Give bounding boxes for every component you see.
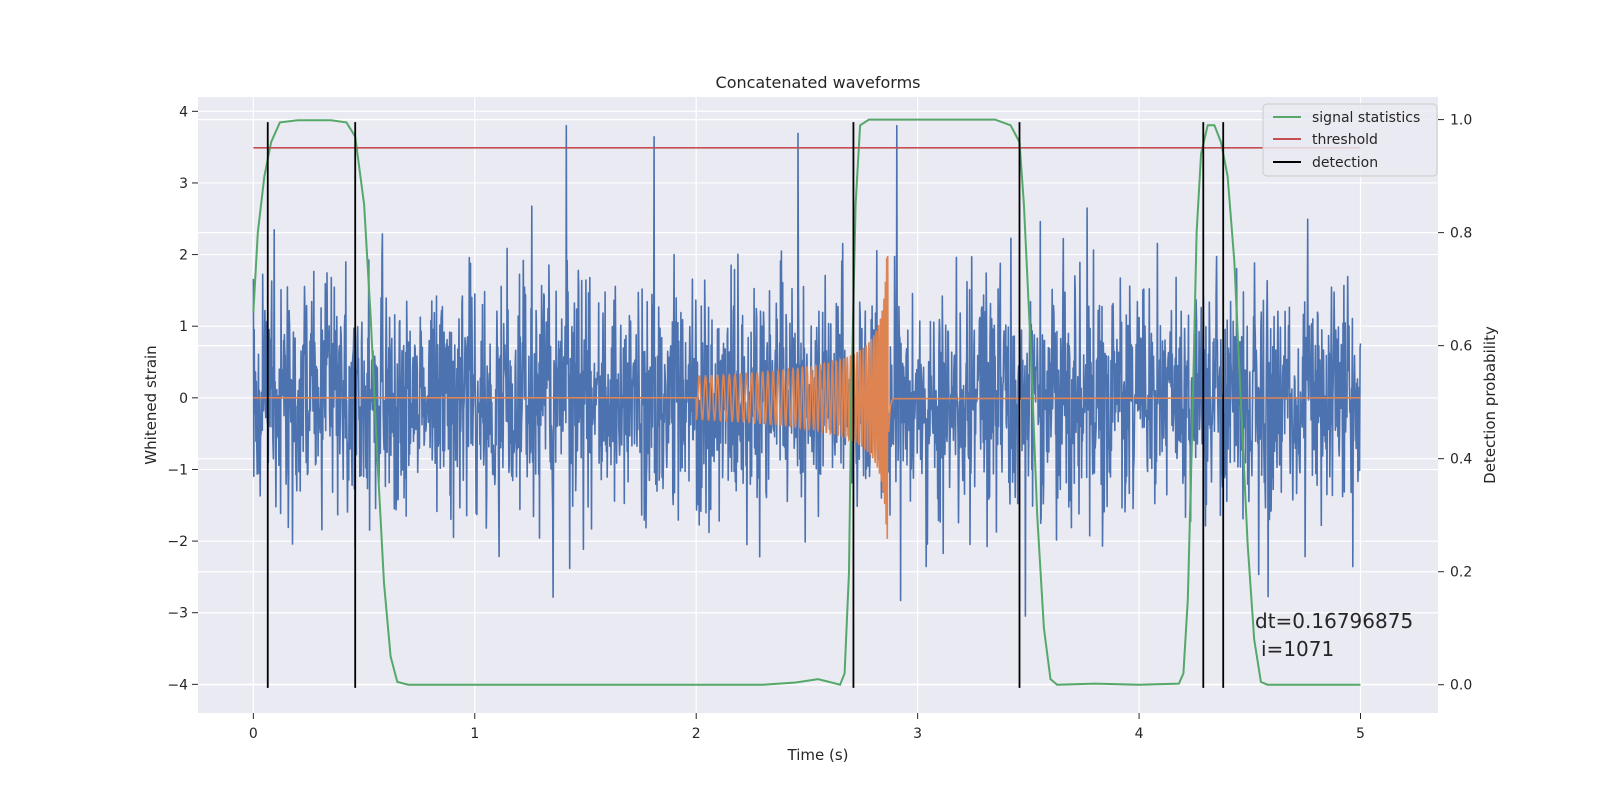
y-tick-label: 0	[179, 391, 188, 407]
chart-title: Concatenated waveforms	[716, 73, 921, 92]
y-tick-label: 2	[179, 248, 188, 264]
legend-box	[1262, 103, 1438, 177]
x-tick-label: 4	[1135, 726, 1144, 742]
y-tick-label: 1	[179, 319, 188, 335]
x-tick-label: 2	[692, 726, 701, 742]
data-layer	[252, 118, 1362, 688]
y2-tick-label: 0.2	[1450, 565, 1472, 581]
legend-label-detection: detection	[1312, 155, 1378, 171]
y-tick-label: 4	[179, 104, 188, 120]
y-axis-label-left: Whitened strain	[142, 345, 160, 464]
y2-tick-label: 0.4	[1450, 452, 1472, 468]
x-axis-label: Time (s)	[787, 746, 849, 764]
y-tick-label: −3	[167, 606, 188, 622]
x-tick-label: 0	[249, 726, 258, 742]
y-tick-label: −4	[167, 677, 188, 693]
y2-tick-label: 0.0	[1450, 678, 1472, 694]
y2-tick-label: 0.8	[1450, 226, 1472, 242]
series-noise-line	[252, 124, 1362, 617]
y2-tick-label: 0.6	[1450, 339, 1472, 355]
y-tick-label: 3	[179, 176, 188, 192]
legend-label-threshold: threshold	[1312, 132, 1378, 148]
series-waveform-line	[253, 255, 1361, 539]
annotation-dt: dt=0.16796875	[1255, 609, 1413, 633]
annotation-i: i=1071	[1261, 637, 1334, 661]
x-tick-label: 5	[1356, 726, 1365, 742]
legend: signal statistics threshold detection	[1262, 103, 1438, 177]
ticks: 0 1 2 3 4 5 −4 −3 −2 −1 0 1 2 3 4 0.0 0.2 0.4 0.6 0.8 1.0	[167, 104, 1472, 742]
legend-label-signal-statistics: signal statistics	[1312, 110, 1420, 126]
series-signal-statistics-line	[252, 118, 1361, 686]
y-axis-label-right: Detection probability	[1481, 326, 1499, 484]
y-tick-label: −1	[167, 462, 188, 478]
y-tick-label: −2	[167, 534, 188, 550]
y2-tick-label: 1.0	[1450, 113, 1472, 129]
x-tick-label: 1	[470, 726, 479, 742]
x-tick-label: 3	[913, 726, 922, 742]
